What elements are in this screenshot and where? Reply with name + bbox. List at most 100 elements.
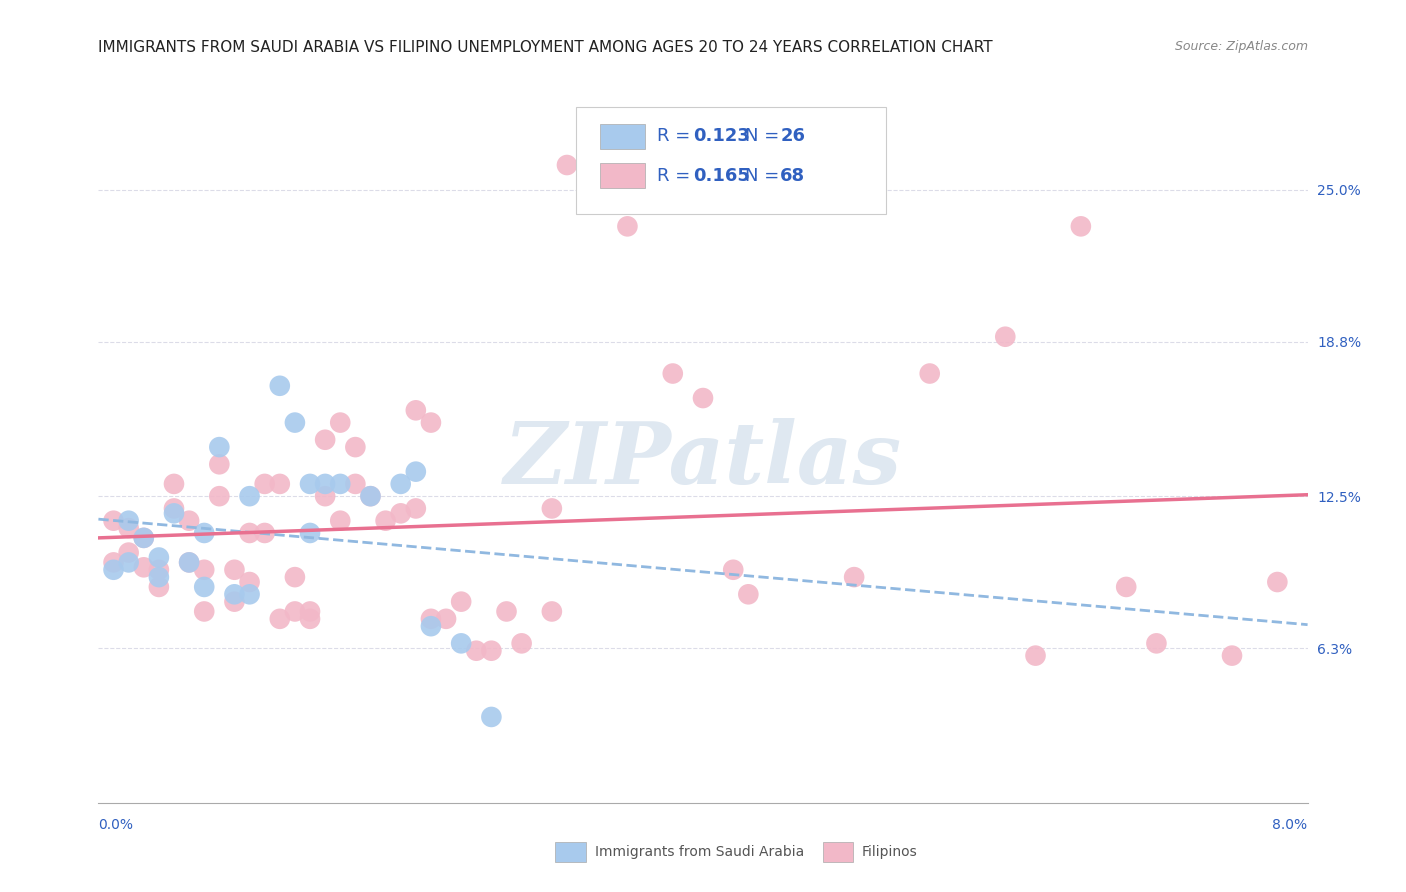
- Point: [163, 501, 186, 516]
- Point: [239, 526, 262, 541]
- Point: [103, 563, 125, 577]
- Point: [918, 367, 941, 381]
- Point: [314, 489, 336, 503]
- Text: Filipinos: Filipinos: [862, 845, 918, 859]
- Point: [132, 560, 155, 574]
- Point: [844, 570, 866, 584]
- Point: [193, 526, 215, 541]
- Point: [344, 440, 367, 454]
- Text: Immigrants from Saudi Arabia: Immigrants from Saudi Arabia: [595, 845, 804, 859]
- Text: N =: N =: [745, 167, 785, 185]
- Point: [555, 158, 578, 172]
- Point: [299, 476, 322, 491]
- Point: [389, 476, 412, 491]
- Point: [284, 605, 307, 619]
- Point: [239, 587, 262, 601]
- Point: [1220, 648, 1243, 663]
- Point: [465, 644, 488, 658]
- Point: [737, 587, 759, 601]
- Point: [193, 563, 215, 577]
- Point: [510, 636, 533, 650]
- Point: [269, 476, 291, 491]
- Point: [163, 507, 186, 521]
- Point: [405, 501, 427, 516]
- Text: 68: 68: [780, 167, 806, 185]
- Point: [148, 563, 170, 577]
- Point: [239, 575, 262, 590]
- Point: [360, 489, 382, 503]
- Point: [253, 476, 276, 491]
- Point: [1025, 648, 1047, 663]
- Text: 0.123: 0.123: [693, 128, 749, 145]
- Point: [389, 507, 412, 521]
- Point: [692, 391, 714, 405]
- Point: [481, 644, 503, 658]
- Point: [405, 403, 427, 417]
- Point: [540, 605, 562, 619]
- Point: [450, 594, 472, 608]
- Point: [148, 580, 170, 594]
- Point: [224, 594, 246, 608]
- Text: R =: R =: [657, 128, 696, 145]
- Point: [723, 563, 745, 577]
- Point: [661, 367, 683, 381]
- Point: [239, 489, 262, 503]
- Point: [314, 433, 336, 447]
- Point: [224, 587, 246, 601]
- Point: [193, 580, 215, 594]
- Point: [148, 550, 170, 565]
- Point: [1115, 580, 1137, 594]
- Point: [329, 476, 352, 491]
- Point: [253, 526, 276, 541]
- Point: [179, 555, 201, 570]
- Text: N =: N =: [745, 128, 785, 145]
- Point: [284, 416, 307, 430]
- Point: [420, 416, 443, 430]
- Point: [1146, 636, 1168, 650]
- Text: IMMIGRANTS FROM SAUDI ARABIA VS FILIPINO UNEMPLOYMENT AMONG AGES 20 TO 24 YEARS : IMMIGRANTS FROM SAUDI ARABIA VS FILIPINO…: [98, 40, 993, 55]
- Point: [450, 636, 472, 650]
- Point: [314, 476, 336, 491]
- Point: [329, 514, 352, 528]
- Point: [284, 570, 307, 584]
- Point: [208, 440, 231, 454]
- Point: [420, 612, 443, 626]
- Point: [299, 605, 322, 619]
- Point: [148, 570, 170, 584]
- Point: [360, 489, 382, 503]
- Point: [224, 563, 246, 577]
- Point: [420, 619, 443, 633]
- Point: [118, 546, 141, 560]
- Text: 0.165: 0.165: [693, 167, 749, 185]
- Point: [193, 605, 215, 619]
- Point: [132, 531, 155, 545]
- Point: [132, 531, 155, 545]
- Point: [118, 521, 141, 535]
- Point: [434, 612, 457, 626]
- Point: [329, 416, 352, 430]
- Point: [299, 612, 322, 626]
- Point: [208, 457, 231, 471]
- Point: [179, 555, 201, 570]
- Text: 8.0%: 8.0%: [1272, 818, 1308, 832]
- Point: [344, 476, 367, 491]
- Text: 0.0%: 0.0%: [98, 818, 134, 832]
- Text: ZIPatlas: ZIPatlas: [503, 417, 903, 501]
- Point: [118, 514, 141, 528]
- Text: 26: 26: [780, 128, 806, 145]
- Text: Source: ZipAtlas.com: Source: ZipAtlas.com: [1174, 40, 1308, 54]
- Text: R =: R =: [657, 167, 696, 185]
- Point: [1267, 575, 1289, 590]
- Point: [405, 465, 427, 479]
- Point: [269, 378, 291, 392]
- Point: [163, 476, 186, 491]
- Point: [103, 514, 125, 528]
- Point: [179, 514, 201, 528]
- Point: [103, 555, 125, 570]
- Point: [495, 605, 517, 619]
- Point: [269, 612, 291, 626]
- Point: [1070, 219, 1092, 234]
- Point: [374, 514, 396, 528]
- Point: [540, 501, 562, 516]
- Point: [208, 489, 231, 503]
